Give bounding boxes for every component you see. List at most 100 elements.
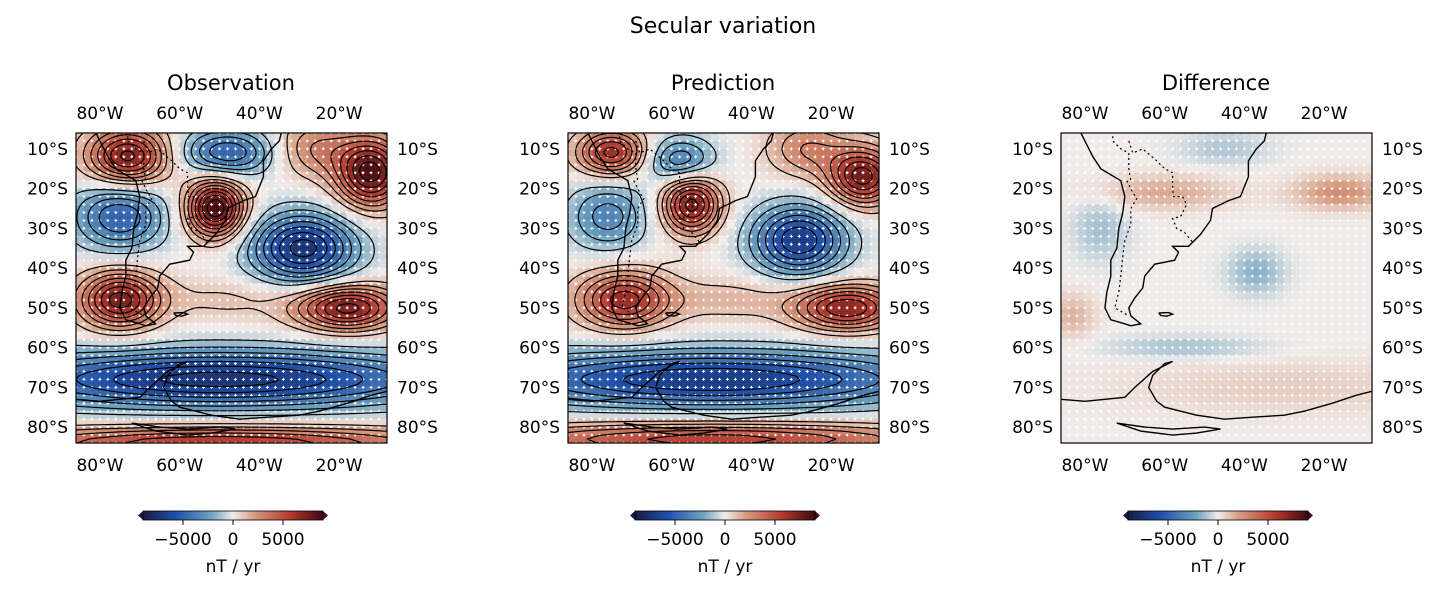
data-point — [1331, 133, 1341, 142]
data-point — [718, 362, 729, 373]
data-point — [338, 378, 348, 388]
data-point — [1108, 235, 1118, 245]
data-point — [631, 346, 641, 357]
data-point — [290, 370, 300, 381]
data-point — [1100, 172, 1110, 182]
data-point — [1061, 339, 1070, 349]
data-point — [1243, 418, 1253, 428]
data-point — [1140, 386, 1150, 396]
data-point — [1235, 370, 1246, 381]
data-point — [1132, 164, 1142, 174]
data-point — [226, 203, 237, 214]
data-point — [1259, 267, 1269, 277]
data-point — [362, 378, 372, 388]
data-point — [631, 235, 641, 245]
data-point — [274, 148, 284, 158]
data-point — [1068, 235, 1078, 245]
data-point — [1172, 188, 1182, 198]
data-point — [1061, 227, 1070, 237]
data-point — [798, 299, 808, 309]
data-point — [575, 227, 585, 237]
data-point — [1132, 283, 1142, 293]
data-point — [1219, 426, 1230, 436]
data-point — [1172, 267, 1182, 277]
data-point — [718, 307, 729, 317]
data-point — [202, 259, 213, 269]
data-point — [1180, 331, 1190, 341]
data-point — [1363, 133, 1372, 142]
data-point — [242, 362, 253, 373]
data-point — [306, 339, 316, 349]
data-point — [298, 243, 308, 253]
data-point — [115, 180, 125, 190]
data-point — [1355, 148, 1365, 158]
data-point — [615, 370, 625, 381]
data-point — [322, 339, 332, 349]
data-point — [1068, 227, 1078, 237]
y-tick-label-right: 80°S — [889, 418, 930, 438]
data-point — [386, 442, 395, 451]
data-point — [822, 164, 832, 174]
data-point — [870, 378, 879, 388]
data-point — [163, 331, 173, 341]
data-point — [838, 307, 848, 317]
y-tick-label-right: 10°S — [1382, 140, 1423, 160]
data-point — [1132, 203, 1142, 214]
data-point — [99, 259, 109, 269]
data-point — [1190, 442, 1195, 443]
border — [619, 133, 639, 181]
data-point — [870, 259, 879, 269]
data-point — [710, 227, 721, 237]
data-point — [726, 227, 737, 237]
data-point — [1156, 410, 1166, 420]
data-point — [155, 394, 165, 404]
data-point — [1291, 283, 1301, 293]
data-point — [1355, 346, 1365, 357]
data-point — [1068, 188, 1078, 198]
data-point — [1307, 235, 1317, 245]
data-point — [1195, 267, 1206, 277]
data-point — [1068, 275, 1078, 285]
data-point — [370, 370, 380, 381]
data-point — [1331, 156, 1341, 166]
data-point — [734, 203, 745, 214]
data-point — [1195, 434, 1206, 443]
data-point — [1116, 394, 1126, 404]
data-point — [750, 227, 760, 237]
data-point — [862, 235, 872, 245]
data-point — [758, 378, 768, 388]
data-point — [274, 203, 284, 214]
data-point — [1371, 222, 1372, 227]
data-point — [123, 394, 133, 404]
data-point — [1086, 442, 1092, 443]
data-point — [1100, 180, 1110, 190]
data-point — [599, 434, 609, 443]
data-point — [99, 227, 109, 237]
data-point — [1061, 235, 1070, 245]
data-point — [814, 133, 824, 142]
data-point — [639, 180, 649, 190]
data-point — [1195, 133, 1206, 142]
data-point — [340, 442, 346, 443]
data-point — [1259, 331, 1269, 341]
data-point — [155, 362, 165, 373]
data-point — [742, 291, 753, 301]
data-point — [687, 307, 697, 317]
data-point — [218, 370, 229, 381]
data-point — [282, 331, 292, 341]
data-point — [202, 434, 213, 443]
data-point — [298, 370, 308, 381]
data-point — [242, 418, 253, 428]
data-point — [187, 180, 197, 190]
data-point — [615, 283, 625, 293]
data-point — [575, 315, 585, 325]
data-point — [1347, 211, 1357, 222]
data-point — [734, 418, 745, 428]
data-point — [1243, 434, 1253, 443]
data-point — [718, 378, 729, 388]
data-point — [1275, 164, 1285, 174]
data-point — [1100, 307, 1110, 317]
data-point — [1339, 219, 1349, 230]
data-point — [378, 339, 387, 349]
data-point — [1259, 354, 1269, 365]
